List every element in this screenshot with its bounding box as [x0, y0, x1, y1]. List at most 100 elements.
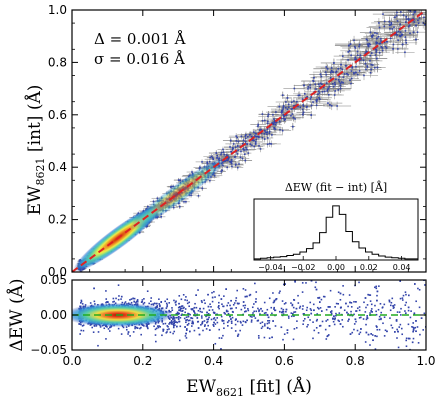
- data-point: [263, 133, 266, 135]
- data-point: [266, 122, 269, 125]
- data-point: [257, 125, 259, 128]
- data-point: [272, 113, 274, 116]
- data-point: [271, 134, 273, 136]
- data-point: [375, 42, 378, 45]
- data-point: [221, 169, 223, 172]
- data-point: [220, 153, 222, 156]
- data-point: [354, 47, 357, 49]
- data-point: [293, 100, 295, 102]
- data-point: [284, 106, 287, 109]
- data-point: [370, 52, 373, 54]
- data-point: [368, 42, 371, 45]
- data-point: [400, 34, 402, 37]
- data-point: [318, 92, 321, 94]
- data-point: [298, 94, 301, 97]
- data-point: [315, 100, 318, 103]
- data-point: [251, 144, 253, 147]
- data-point: [310, 96, 313, 98]
- data-point: [350, 54, 352, 57]
- data-point: [232, 143, 235, 145]
- data-point: [255, 135, 258, 138]
- data-point: [330, 105, 333, 107]
- data-point: [213, 174, 216, 177]
- data-point: [410, 18, 412, 21]
- data-point: [366, 39, 369, 42]
- data-point: [342, 55, 344, 57]
- data-point: [366, 43, 369, 45]
- data-point: [80, 270, 82, 272]
- data-point: [370, 35, 373, 37]
- data-point: [256, 135, 259, 138]
- data-point: [230, 162, 233, 165]
- data-point: [317, 90, 320, 92]
- data-point: [296, 100, 298, 103]
- data-point: [315, 88, 317, 90]
- data-point: [240, 150, 242, 153]
- data-point: [400, 33, 403, 36]
- data-point: [274, 128, 277, 130]
- data-point: [330, 69, 333, 72]
- main-plot-area: 0.00.20.40.60.81.0 Δ = 0.001 Å σ = 0.016…: [24, 3, 427, 279]
- data-point: [302, 104, 304, 106]
- data-point: [267, 120, 269, 123]
- data-point: [390, 21, 393, 24]
- data-point: [378, 42, 381, 45]
- data-point: [227, 158, 230, 160]
- data-point: [238, 163, 240, 165]
- data-point: [291, 113, 294, 115]
- data-point: [261, 113, 264, 115]
- data-point: [249, 133, 252, 136]
- data-point: [375, 48, 378, 51]
- data-point: [336, 105, 338, 107]
- data-point: [383, 20, 386, 23]
- data-point: [389, 27, 391, 30]
- data-point: [272, 123, 275, 126]
- data-point: [291, 107, 294, 110]
- data-point: [362, 59, 365, 62]
- data-point: [280, 111, 283, 114]
- data-point: [243, 149, 246, 151]
- data-point: [333, 94, 336, 96]
- data-point: [279, 128, 281, 131]
- data-point: [347, 74, 349, 76]
- data-point: [325, 73, 328, 76]
- data-point: [389, 37, 392, 40]
- data-point: [381, 47, 384, 49]
- data-point: [264, 119, 266, 122]
- data-point: [350, 82, 352, 85]
- data-point: [375, 51, 378, 54]
- data-point: [274, 123, 277, 126]
- data-point: [264, 129, 266, 132]
- data-point: [382, 13, 384, 15]
- data-point: [388, 24, 391, 26]
- data-point: [297, 94, 300, 97]
- data-point: [253, 131, 255, 133]
- data-point: [405, 42, 407, 44]
- data-point: [335, 78, 337, 81]
- data-point: [231, 165, 233, 168]
- data-point: [283, 115, 286, 117]
- data-point: [179, 179, 182, 181]
- data-point: [244, 135, 247, 137]
- data-point: [185, 200, 187, 203]
- data-point: [337, 79, 340, 81]
- data-point: [327, 102, 329, 104]
- data-point: [318, 96, 320, 99]
- data-point: [294, 118, 296, 120]
- data-point: [360, 59, 362, 61]
- data-point: [266, 143, 269, 146]
- data-point: [263, 138, 266, 140]
- data-point: [376, 32, 378, 35]
- data-point: [412, 13, 414, 16]
- data-point: [228, 156, 230, 159]
- data-point: [216, 154, 219, 157]
- data-point: [290, 108, 293, 110]
- data-point: [321, 90, 324, 93]
- data-point: [307, 86, 310, 88]
- data-point: [251, 139, 254, 141]
- data-point: [395, 33, 397, 36]
- data-point: [354, 58, 356, 61]
- data-point: [404, 30, 407, 32]
- data-point: [356, 54, 359, 57]
